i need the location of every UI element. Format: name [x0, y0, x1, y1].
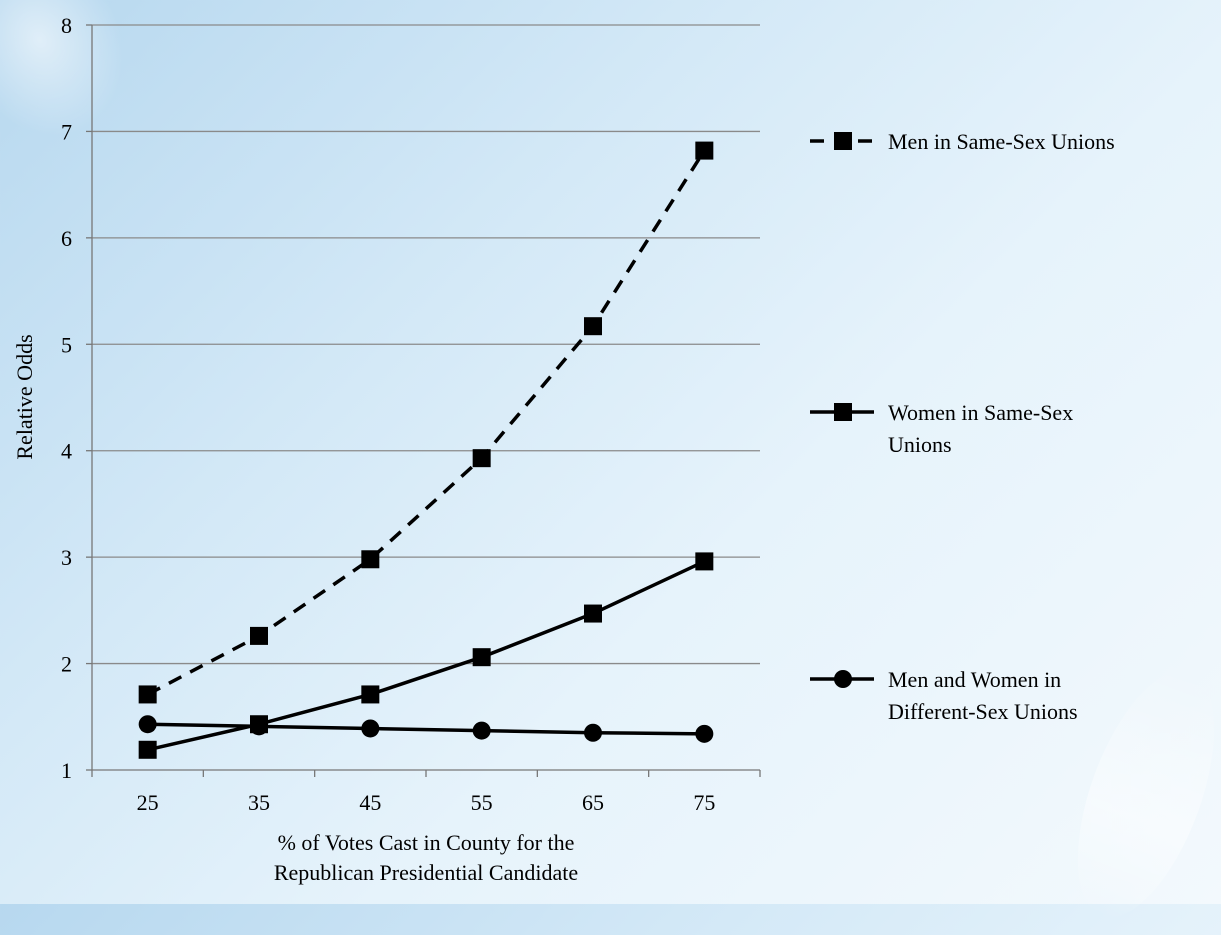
legend-label-line: Different-Sex Unions [888, 699, 1078, 724]
y-axis-title: Relative Odds [12, 334, 37, 459]
data-point-different-sex [584, 723, 602, 742]
gridlines [92, 24, 760, 665]
legend-swatch-marker [834, 132, 852, 150]
data-point-men-same-sex [138, 685, 157, 704]
x-tick-label: 65 [582, 790, 604, 815]
x-axis-title-line: Republican Presidential Candidate [274, 860, 578, 885]
data-point-men-same-sex [584, 317, 602, 336]
y-tick-label: 6 [61, 226, 72, 251]
y-tick-label: 7 [61, 119, 72, 144]
y-tick-label: 2 [61, 652, 72, 677]
legend-label: Men in Same-Sex Unions [888, 129, 1115, 154]
series-men-same-sex [138, 141, 714, 704]
data-point-women-same-sex [584, 604, 602, 623]
data-point-men-same-sex [695, 141, 714, 160]
series-different-sex [138, 715, 714, 743]
x-axis-title-line: % of Votes Cast in County for the [278, 830, 575, 855]
legend-item-different-sex: Men and Women in Different-Sex Unions [810, 667, 1078, 724]
x-tick-label: 75 [693, 790, 715, 815]
y-tick-label: 8 [61, 13, 72, 38]
data-point-women-same-sex [472, 648, 491, 667]
series-line-women-same-sex [147, 559, 706, 752]
data-point-women-same-sex [361, 685, 380, 704]
legend-swatch-marker [834, 403, 852, 421]
legend-label-line: Men in Same-Sex Unions [888, 129, 1115, 154]
axes [91, 25, 760, 771]
y-axis-ticks: 1 2 3 4 5 6 7 8 [61, 13, 92, 783]
data-point-different-sex [361, 719, 380, 738]
x-tick-label: 35 [248, 790, 270, 815]
series-line-men-same-sex [146, 149, 706, 696]
legend-label: Women in Same-Sex Unions [888, 400, 1073, 457]
y-tick-label: 1 [61, 758, 72, 783]
series-line-different-sex [147, 722, 705, 736]
y-tick-label: 4 [61, 439, 72, 464]
legend-item-women-same-sex: Women in Same-Sex Unions [810, 400, 1073, 457]
legend-label-line: Men and Women in [888, 667, 1061, 692]
data-point-women-same-sex [695, 552, 714, 571]
data-point-men-same-sex [361, 550, 380, 569]
legend-label-line: Unions [888, 432, 952, 457]
data-point-men-same-sex [250, 626, 268, 645]
legend-item-men-same-sex: Men in Same-Sex Unions [810, 129, 1115, 154]
x-tick-label: 25 [137, 790, 159, 815]
data-point-men-same-sex [472, 449, 491, 468]
x-tick-label: 55 [471, 790, 493, 815]
data-point-different-sex [250, 717, 268, 736]
legend-label: Men and Women in Different-Sex Unions [888, 667, 1078, 724]
data-point-women-same-sex [138, 740, 157, 759]
data-point-different-sex [472, 721, 491, 740]
series-group [138, 141, 714, 759]
data-point-different-sex [695, 724, 714, 743]
legend: Men in Same-Sex Unions Women in Same-Sex U… [810, 129, 1115, 724]
x-tick-label: 45 [359, 790, 381, 815]
y-tick-label: 5 [61, 332, 72, 357]
x-axis-title: % of Votes Cast in County for the Republi… [274, 830, 578, 885]
legend-label-line: Women in Same-Sex [888, 400, 1073, 425]
data-point-different-sex [138, 715, 157, 734]
legend-swatch-marker [834, 670, 852, 688]
x-axis-ticks: 25 35 45 55 65 75 [91, 770, 761, 815]
y-tick-label: 3 [61, 545, 72, 570]
